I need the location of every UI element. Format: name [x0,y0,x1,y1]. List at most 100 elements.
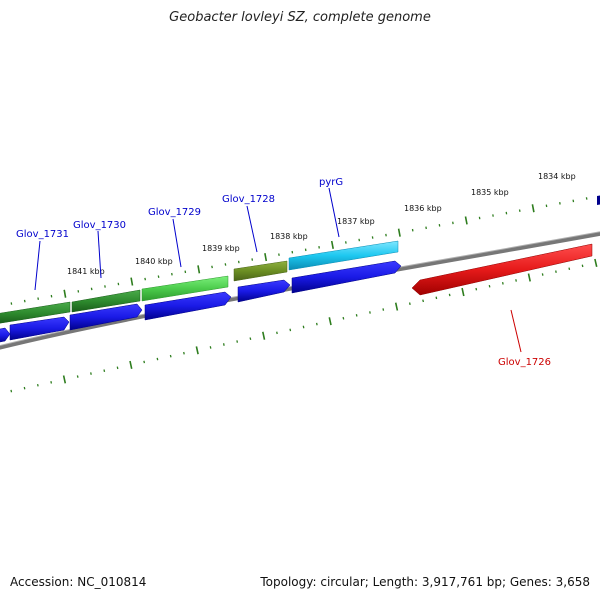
gene-label-glov-1726[interactable]: Glov_1726 [498,357,551,368]
inner-ruler-major-tick [394,302,399,311]
inner-ruler-major-tick [129,360,133,369]
inner-ruler-minor-tick [103,369,106,373]
outer-ruler-minor-tick [37,297,40,300]
outer-ruler-major-tick [330,240,334,249]
ruler-label-1838: 1838 kbp [270,232,308,241]
feature-light-green[interactable] [141,275,229,302]
leader-glov-1731 [34,240,41,291]
gene-label-glov-1731[interactable]: Glov_1731 [16,229,69,240]
accession-text: Accession: NC_010814 [10,575,147,589]
inner-ruler-minor-tick [501,281,504,285]
inner-ruler-minor-tick [143,360,146,364]
inner-ruler-minor-tick [169,354,172,358]
inner-ruler-minor-tick [116,366,119,370]
gene-label-glov-1728[interactable]: Glov_1728 [222,194,275,205]
outer-ruler [10,197,588,305]
gene-arrow-blue-1[interactable] [0,327,11,343]
inner-ruler-minor-tick [236,340,239,343]
inner-ruler-major-tick [328,317,332,326]
inner-ruler-minor-tick [302,325,305,329]
feature-track-reverse [411,243,593,296]
leader-glov-1726 [510,309,522,353]
inner-ruler-major-tick [195,346,199,355]
outer-ruler-major-tick [130,277,134,286]
inner-ruler-minor-tick [209,346,212,349]
inner-ruler-minor-tick [581,264,584,268]
inner-ruler-minor-tick [408,302,411,306]
outer-ruler-minor-tick [157,275,160,278]
outer-ruler-major-tick [464,216,468,225]
inner-ruler-minor-tick [276,331,278,335]
gene-label-glov-1729[interactable]: Glov_1729 [148,207,201,218]
inner-ruler-minor-tick [76,375,79,378]
inner-ruler-minor-tick [10,389,13,393]
inner-ruler-minor-tick [448,293,451,297]
gene-label-pyrg[interactable]: pyrG [319,177,343,188]
gene-arrow-red[interactable] [411,243,593,296]
outer-ruler-minor-tick [344,241,347,244]
outer-ruler-major-tick [397,228,401,237]
inner-ruler-minor-tick [315,322,318,326]
gene-arrow-blue-3[interactable] [69,303,143,331]
outer-ruler-minor-tick [224,263,227,266]
leader-glov-1730 [97,230,102,279]
inner-ruler-minor-tick [475,287,478,291]
gene-arrow-blue-5[interactable] [237,279,291,303]
inner-ruler-minor-tick [541,273,544,276]
inner-ruler-minor-tick [555,270,557,273]
inner-ruler-minor-tick [382,308,385,311]
inner-ruler-minor-tick [515,279,517,282]
inner-ruler-minor-tick [222,343,225,346]
ruler-label-1840: 1840 kbp [135,257,173,266]
inner-ruler-major-tick [527,273,531,282]
leader-glov-1729 [172,218,182,268]
ruler-label-1841: 1841 kbp [67,267,105,276]
genome-summary-text: Topology: circular; Length: 3,917,761 bp… [260,575,590,589]
inner-ruler-minor-tick [369,311,371,314]
feature-dark-green-1[interactable] [0,301,71,324]
outer-ruler-major-tick [63,289,67,298]
gene-arrow-blue-2[interactable] [9,316,70,341]
ruler-label-1835: 1835 kbp [471,188,509,197]
inner-ruler-minor-tick [90,372,92,375]
gene-arrow-blue-7[interactable] [597,195,600,205]
inner-ruler-minor-tick [183,351,185,355]
outer-ruler-minor-tick [23,299,26,303]
outer-ruler-minor-tick [585,197,588,200]
map-title: Geobacter lovleyi SZ, complete genome [169,10,431,25]
inner-ruler-major-tick [461,287,465,297]
inner-ruler-minor-tick [435,296,438,300]
outer-ruler-minor-tick [518,209,521,212]
inner-ruler-major-tick [594,258,598,267]
gene-arrow-blue-6[interactable] [291,260,402,294]
feature-track-top [0,240,399,324]
ruler-label-1834: 1834 kbp [538,172,576,181]
outer-ruler-minor-tick [90,287,93,291]
ruler-label-1837: 1837 kbp [337,217,375,226]
inner-ruler-minor-tick [355,314,358,317]
inner-ruler-minor-tick [342,316,345,320]
leader-glov-1728 [246,205,258,253]
feature-dark-green-2[interactable] [71,289,141,313]
feature-olive[interactable] [233,260,288,282]
outer-ruler-minor-tick [144,277,147,281]
inner-ruler-major-tick [62,375,67,384]
inner-ruler-major-tick [262,331,266,340]
ruler-label-1839: 1839 kbp [202,244,240,253]
outer-ruler-minor-tick [278,253,280,256]
gene-arrow-blue-4[interactable] [144,291,232,321]
outer-ruler-major-tick [264,253,268,262]
ruler-label-1836: 1836 kbp [404,204,442,213]
gene-label-glov-1730[interactable]: Glov_1730 [73,220,126,231]
feature-cyan[interactable] [288,240,399,271]
inner-ruler-minor-tick [249,337,252,340]
outer-ruler-minor-tick [211,265,213,269]
inner-ruler-minor-tick [568,267,571,271]
gene-leaders [34,187,522,353]
inner-ruler [10,258,598,393]
inner-ruler-minor-tick [422,299,425,303]
inner-ruler-minor-tick [488,284,491,288]
inner-ruler-minor-tick [289,328,292,332]
inner-ruler-minor-tick [50,381,53,384]
